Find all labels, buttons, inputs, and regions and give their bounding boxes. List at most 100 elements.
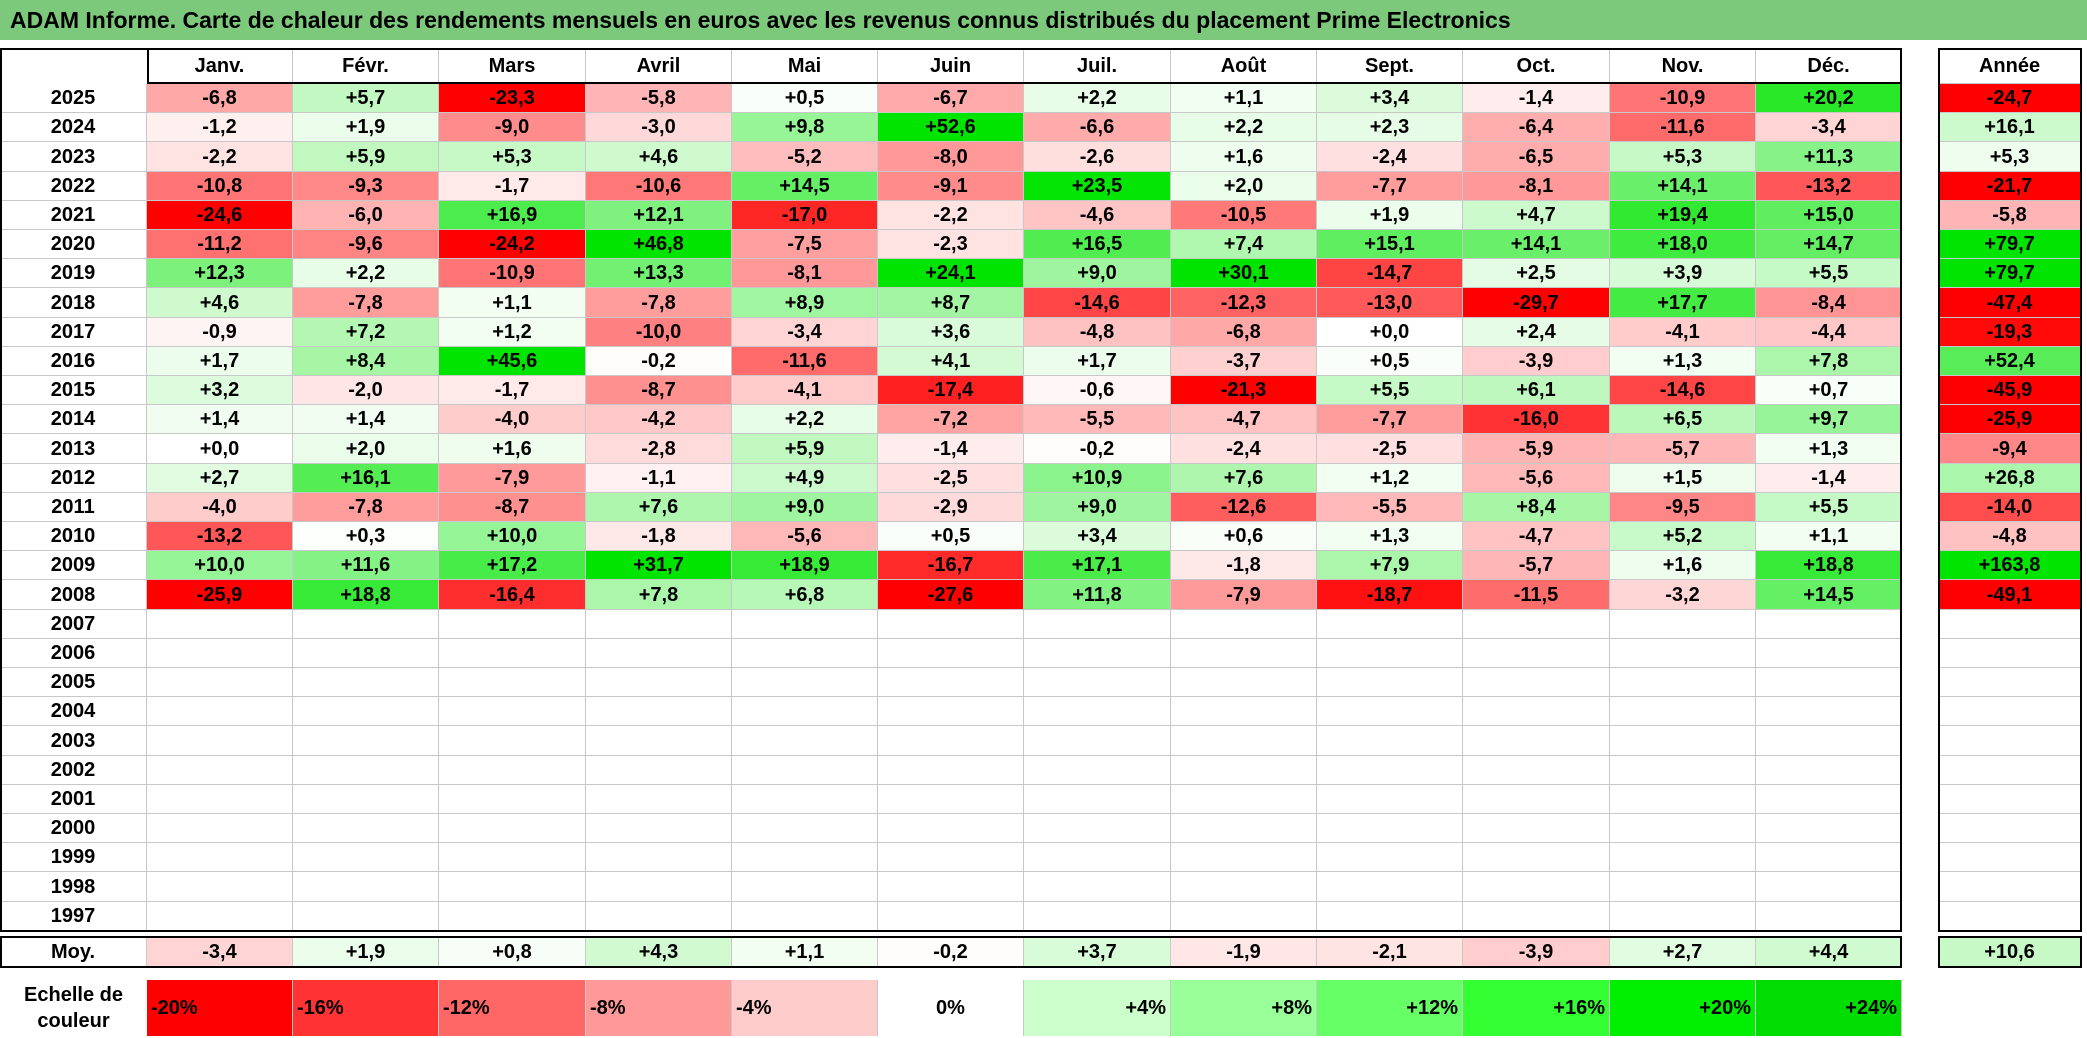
annual-cell: +16,1 bbox=[1938, 113, 2082, 142]
heatmap-cell bbox=[1317, 872, 1463, 902]
heatmap-cell: -2,4 bbox=[1171, 434, 1317, 464]
year-label: 2006 bbox=[0, 639, 147, 668]
heatmap-cell: -3,4 bbox=[1756, 113, 1902, 142]
heatmap-cell: +52,6 bbox=[878, 113, 1024, 142]
heatmap-cell bbox=[1171, 843, 1317, 872]
color-scale-swatch: +16% bbox=[1463, 980, 1610, 1036]
heatmap-cell: -1,7 bbox=[439, 376, 586, 405]
heatmap-cell bbox=[878, 872, 1024, 902]
heatmap-cell: -6,4 bbox=[1463, 113, 1610, 142]
heatmap-cell bbox=[1171, 610, 1317, 639]
heatmap-cell bbox=[293, 668, 439, 697]
year-label: 2010 bbox=[0, 522, 147, 551]
heatmap-cell: +17,2 bbox=[439, 551, 586, 580]
average-cell: +3,7 bbox=[1024, 936, 1171, 968]
heatmap-cell: -5,7 bbox=[1463, 551, 1610, 580]
heatmap-cell: +0,0 bbox=[1317, 318, 1463, 347]
heatmap-cell: -9,6 bbox=[293, 230, 439, 259]
month-header: Avril bbox=[586, 48, 732, 84]
heatmap-cell: -3,4 bbox=[732, 318, 878, 347]
heatmap-cell: +10,9 bbox=[1024, 464, 1171, 493]
heatmap-cell: -10,9 bbox=[1610, 84, 1756, 113]
heatmap-cell: +16,1 bbox=[293, 464, 439, 493]
heatmap-cell: -8,0 bbox=[878, 142, 1024, 172]
heatmap-cell: +12,1 bbox=[586, 201, 732, 230]
heatmap-cell bbox=[147, 697, 293, 726]
heatmap-cell: +0,6 bbox=[1171, 522, 1317, 551]
year-label: 2022 bbox=[0, 172, 147, 201]
annual-cell bbox=[1938, 668, 2082, 697]
heatmap-cell: +1,6 bbox=[1171, 142, 1317, 172]
heatmap-cell: +1,9 bbox=[293, 113, 439, 142]
month-header: Oct. bbox=[1463, 48, 1610, 84]
heatmap-cell bbox=[1463, 639, 1610, 668]
heatmap-cell: -9,5 bbox=[1610, 493, 1756, 522]
heatmap-cell: +1,9 bbox=[1317, 201, 1463, 230]
heatmap-cell bbox=[586, 726, 732, 756]
heatmap-cell bbox=[1756, 639, 1902, 668]
heatmap-cell: -29,7 bbox=[1463, 288, 1610, 318]
heatmap-cell bbox=[878, 785, 1024, 814]
heatmap-cell: +7,6 bbox=[586, 493, 732, 522]
annual-header: Année bbox=[1938, 48, 2082, 84]
heatmap-cell: +2,2 bbox=[732, 405, 878, 434]
heatmap-cell bbox=[293, 726, 439, 756]
heatmap-cell bbox=[1024, 814, 1171, 843]
year-label: 2014 bbox=[0, 405, 147, 434]
heatmap-cell: +1,4 bbox=[147, 405, 293, 434]
heatmap-cell: -7,7 bbox=[1317, 405, 1463, 434]
heatmap-cell: +11,6 bbox=[293, 551, 439, 580]
heatmap-cell: -4,4 bbox=[1756, 318, 1902, 347]
heatmap-cell: +7,8 bbox=[1756, 347, 1902, 376]
annual-cell bbox=[1938, 610, 2082, 639]
heatmap-cell: -10,5 bbox=[1171, 201, 1317, 230]
color-scale-swatch: 0% bbox=[878, 980, 1024, 1036]
heatmap-cell: +31,7 bbox=[586, 551, 732, 580]
heatmap-cell: -24,6 bbox=[147, 201, 293, 230]
year-label: 2004 bbox=[0, 697, 147, 726]
heatmap-cell bbox=[1171, 902, 1317, 931]
heatmap-cell bbox=[732, 668, 878, 697]
color-scale-swatch: -12% bbox=[439, 980, 586, 1036]
heatmap-cell: -9,0 bbox=[439, 113, 586, 142]
year-label: 2025 bbox=[0, 84, 147, 113]
heatmap-cell: -8,4 bbox=[1756, 288, 1902, 318]
heatmap-cell: +9,0 bbox=[732, 493, 878, 522]
heatmap-cell bbox=[147, 902, 293, 931]
heatmap-cell: -14,6 bbox=[1610, 376, 1756, 405]
heatmap-cell: +0,3 bbox=[293, 522, 439, 551]
heatmap-cell bbox=[878, 697, 1024, 726]
heatmap-cell bbox=[1610, 785, 1756, 814]
year-label: 1999 bbox=[0, 843, 147, 872]
heatmap-cell bbox=[1463, 756, 1610, 785]
heatmap-cell: -13,2 bbox=[1756, 172, 1902, 201]
heatmap-cell: +24,1 bbox=[878, 259, 1024, 288]
heatmap-cell bbox=[1463, 697, 1610, 726]
heatmap-cell bbox=[1317, 610, 1463, 639]
heatmap-cell: -0,2 bbox=[1024, 434, 1171, 464]
heatmap-cell: -4,8 bbox=[1024, 318, 1171, 347]
annual-cell: -49,1 bbox=[1938, 580, 2082, 610]
year-label: 2007 bbox=[0, 610, 147, 639]
heatmap-cell bbox=[1171, 697, 1317, 726]
heatmap-cell bbox=[1610, 814, 1756, 843]
heatmap-cell: -1,1 bbox=[586, 464, 732, 493]
heatmap-cell: -14,6 bbox=[1024, 288, 1171, 318]
year-label: 2003 bbox=[0, 726, 147, 756]
heatmap-cell bbox=[1756, 756, 1902, 785]
heatmap-cell: -7,9 bbox=[1171, 580, 1317, 610]
heatmap-cell: -7,8 bbox=[293, 493, 439, 522]
heatmap-cell bbox=[439, 726, 586, 756]
heatmap-cell: -2,5 bbox=[878, 464, 1024, 493]
heatmap-cell: +2,5 bbox=[1463, 259, 1610, 288]
heatmap-cell: +7,4 bbox=[1171, 230, 1317, 259]
heatmap-cell: -2,6 bbox=[1024, 142, 1171, 172]
annual-cell: +79,7 bbox=[1938, 230, 2082, 259]
heatmap-cell: +2,7 bbox=[147, 464, 293, 493]
heatmap-cell: +5,5 bbox=[1756, 259, 1902, 288]
heatmap-cell: +2,4 bbox=[1463, 318, 1610, 347]
month-header: Nov. bbox=[1610, 48, 1756, 84]
annual-cell: -24,7 bbox=[1938, 84, 2082, 113]
heatmap-cell bbox=[1024, 668, 1171, 697]
color-scale-swatch: -8% bbox=[586, 980, 732, 1036]
